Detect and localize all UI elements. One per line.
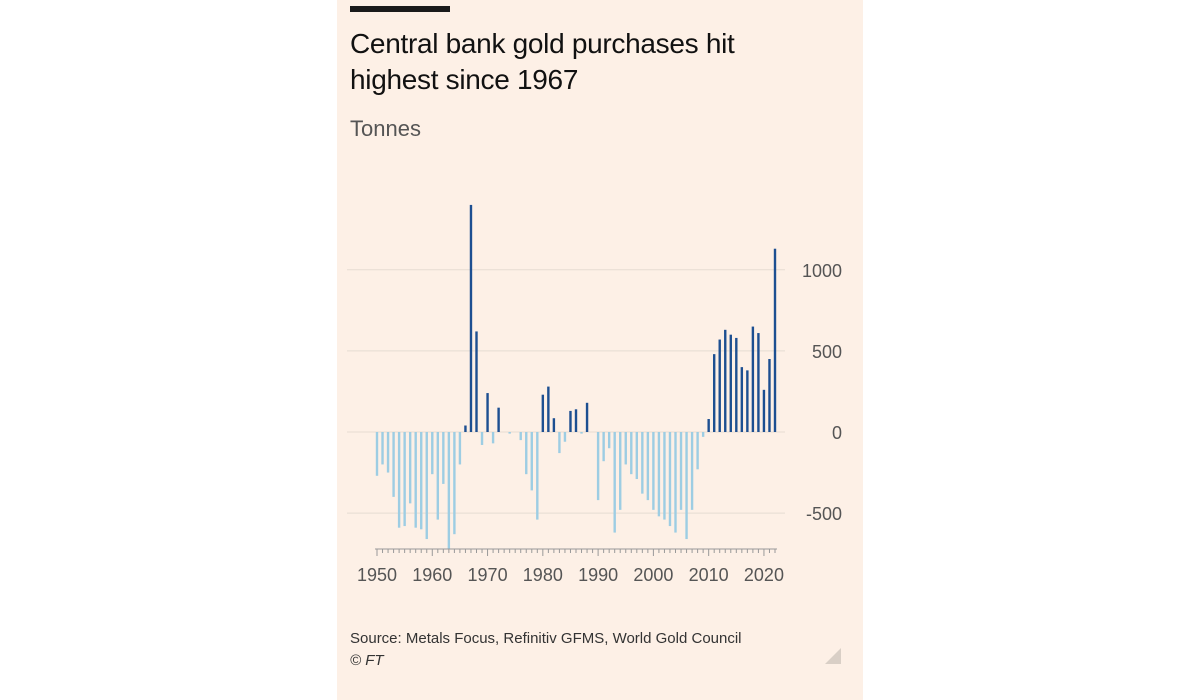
y-tick-label: 500	[812, 342, 842, 362]
bar	[663, 432, 666, 520]
bar	[751, 326, 755, 432]
bar	[491, 432, 495, 444]
x-tick-label: 2010	[689, 565, 729, 585]
bar	[453, 432, 456, 535]
x-tick-label: 1960	[412, 565, 452, 585]
bar	[718, 339, 721, 432]
bar	[530, 432, 533, 491]
bar	[552, 418, 556, 432]
chart-title: Central bank gold purchases hit highest …	[350, 28, 735, 95]
bar	[403, 432, 406, 527]
resize-handle-icon	[825, 648, 841, 664]
bar	[624, 432, 627, 465]
bar	[630, 432, 633, 475]
bar	[458, 432, 462, 465]
bar	[607, 432, 611, 449]
bar	[696, 432, 699, 470]
x-tick-label: 2000	[633, 565, 673, 585]
bar	[469, 204, 473, 432]
bar	[657, 432, 661, 517]
bar	[436, 432, 440, 520]
bar	[729, 334, 732, 432]
bar	[381, 432, 384, 465]
bar	[596, 432, 600, 501]
y-tick-label: -500	[806, 504, 842, 524]
bar	[768, 359, 771, 432]
bar	[547, 386, 550, 432]
x-tick-label: 2020	[744, 565, 784, 585]
source-note: Source: Metals Focus, Refinitiv GFMS, Wo…	[350, 630, 742, 647]
bar	[392, 432, 395, 497]
bar	[762, 389, 766, 432]
unit-label: Tonnes	[350, 116, 421, 141]
bar	[447, 432, 451, 549]
ft-accent-bar	[350, 6, 450, 12]
bar	[525, 432, 528, 475]
bar	[442, 432, 445, 484]
bar	[613, 432, 616, 533]
bar	[563, 432, 567, 442]
bar	[569, 410, 572, 432]
bar	[690, 432, 694, 510]
bar	[679, 432, 683, 510]
copyright-note: © FT	[350, 652, 384, 669]
bar-chart: 1950 1960 1970 1980 1990 2000 2010 2020 1000 500…	[347, 204, 842, 585]
bar	[508, 432, 511, 434]
x-tick-label: 1990	[578, 565, 618, 585]
bar	[674, 432, 677, 533]
bar	[668, 432, 672, 527]
y-axis-labels: 1000 500 0 -500	[802, 261, 842, 524]
bar	[408, 432, 412, 504]
bar	[685, 432, 688, 540]
bar	[757, 333, 760, 432]
bar	[480, 432, 484, 445]
bar	[602, 432, 605, 462]
bar	[740, 367, 744, 432]
x-tick-label: 1950	[357, 565, 397, 585]
bar	[707, 419, 710, 432]
bar	[497, 407, 500, 432]
bar	[397, 432, 401, 528]
bar	[519, 432, 522, 441]
bar	[773, 248, 777, 432]
bar	[724, 329, 727, 432]
bar	[646, 432, 650, 501]
bar	[464, 425, 467, 432]
x-tick-label: 1980	[523, 565, 563, 585]
bar	[652, 432, 655, 510]
x-tick-label: 1970	[468, 565, 508, 585]
chart-card: Central bank gold purchases hit highest …	[337, 0, 863, 700]
bar	[558, 432, 561, 454]
y-tick-label: 0	[832, 423, 842, 443]
bar	[475, 331, 478, 432]
bar	[420, 432, 423, 530]
bar	[580, 432, 583, 434]
y-tick-label: 1000	[802, 261, 842, 281]
bar	[735, 337, 738, 432]
bar	[486, 393, 489, 432]
bar	[574, 409, 578, 432]
bars	[375, 204, 777, 549]
bar	[541, 394, 545, 432]
bar	[386, 432, 390, 473]
bar	[641, 432, 644, 494]
bar	[375, 432, 379, 476]
bar	[746, 370, 749, 432]
bar	[701, 432, 705, 437]
bar	[635, 432, 639, 480]
bar	[712, 354, 716, 432]
bar	[414, 432, 417, 528]
bar	[619, 432, 622, 510]
bar	[585, 402, 589, 432]
bar	[431, 432, 434, 475]
bar	[536, 432, 539, 520]
bar	[425, 432, 428, 540]
x-axis: 1950 1960 1970 1980 1990 2000 2010 2020	[357, 548, 784, 585]
